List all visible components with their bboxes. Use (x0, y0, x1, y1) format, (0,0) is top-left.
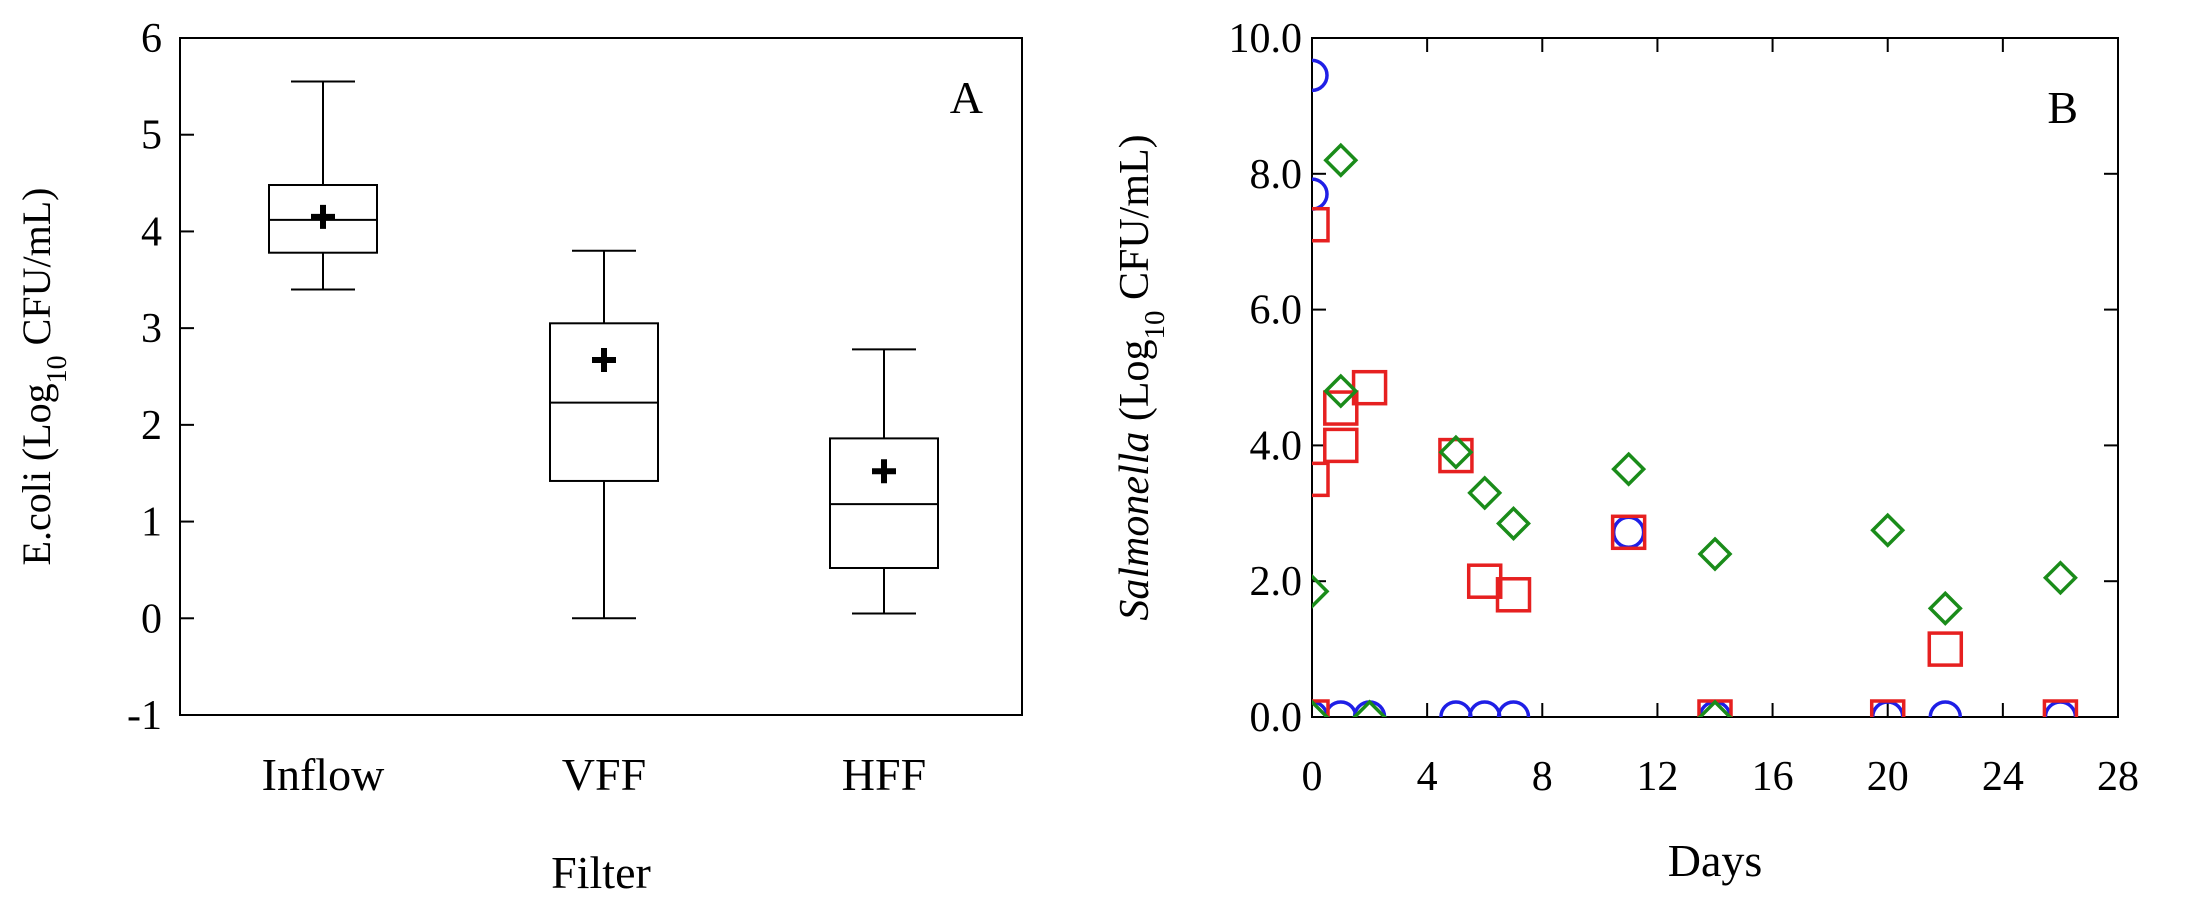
x-tick-label: Inflow (262, 749, 385, 800)
point-circle (1467, 700, 1502, 717)
point-diamond (1467, 475, 1503, 511)
point-square (1927, 631, 1964, 667)
y-tick-label: 4 (141, 209, 162, 255)
x-tick-label: 28 (2097, 754, 2139, 800)
point-square (1312, 206, 1330, 243)
plot-frame (179, 37, 1023, 716)
point-diamond (1697, 536, 1733, 572)
y-tick-label: 4.0 (1250, 423, 1303, 469)
box-hff (829, 348, 939, 615)
y-tick-label: 2.0 (1250, 559, 1303, 605)
y-tick-label: 8.0 (1250, 152, 1303, 198)
x-tick-label: 24 (1982, 754, 2024, 800)
y-axis-label: E.coli (Log10 CFU/mL) (14, 188, 73, 566)
y-tick-label: 2 (141, 403, 162, 449)
x-tick-label: 4 (1417, 754, 1438, 800)
mean-marker (592, 348, 616, 373)
point-diamond (1323, 142, 1359, 178)
panel-b: 10.0 8.0 6.0 4.0 2.0 0.0 0 4 8 12 16 20 24 28 Salmonel… (1112, 16, 2139, 886)
point-diamond (1927, 590, 1963, 626)
point-circle (1496, 700, 1531, 717)
point-diamond (2042, 560, 2078, 596)
point-diamond (1312, 573, 1330, 609)
point-diamond (1323, 373, 1359, 409)
point-square (1323, 390, 1359, 426)
x-tick-label: 12 (1636, 754, 1678, 800)
point-diamond (1352, 699, 1388, 717)
series-circle (1312, 58, 2078, 717)
point-square (2042, 699, 2079, 717)
panel-a: 6 5 4 3 2 1 0 -1 E.coli (Log10 CFU/mL) Filter A Inf… (14, 16, 1023, 898)
mean-marker (872, 459, 896, 484)
point-diamond (1312, 699, 1330, 717)
point-square (1869, 699, 1906, 717)
x-tick-label: VFF (562, 749, 646, 800)
y-axis-label: Salmonella (Log10 CFU/mL) (1112, 134, 1171, 620)
panel-label: B (2047, 82, 2078, 133)
y-tick-label: 6.0 (1250, 288, 1303, 334)
plot-frame (1311, 37, 2119, 718)
data-points (1312, 58, 2079, 717)
y-tick-label: 5 (141, 113, 162, 159)
point-square (1466, 563, 1503, 599)
y-tick-label: 0.0 (1250, 695, 1303, 741)
panel-label: A (950, 72, 983, 123)
box-inflow (268, 80, 378, 291)
y-tick-label: 6 (141, 16, 162, 62)
point-diamond (1870, 512, 1906, 548)
y-tick-label: -1 (127, 693, 162, 739)
y-tick-label: 3 (141, 306, 162, 352)
y-tick-label: 0 (141, 596, 162, 642)
point-square (1312, 461, 1330, 498)
mean-marker (311, 204, 335, 229)
point-diamond (1496, 506, 1531, 541)
box-vff (549, 249, 659, 620)
x-tick-label: HFF (842, 749, 926, 800)
y-tick-label: 10.0 (1229, 16, 1303, 62)
x-tick-label: 0 (1302, 754, 1323, 800)
y-tick-label: 1 (141, 500, 162, 546)
point-square (1610, 514, 1647, 551)
point-square (1323, 427, 1359, 464)
series-diamond (1312, 142, 2078, 717)
x-tick-label: 8 (1532, 754, 1553, 800)
point-square (1495, 577, 1532, 613)
x-axis-label: Filter (551, 847, 651, 898)
point-diamond (1697, 699, 1733, 717)
series-square (1312, 206, 2079, 717)
point-circle (1312, 177, 1329, 211)
point-circle (1611, 515, 1646, 550)
x-tick-label: 16 (1752, 754, 1794, 800)
point-diamond (1438, 434, 1474, 470)
point-diamond (1611, 451, 1647, 487)
point-circle (1312, 58, 1329, 93)
x-axis-label: Days (1668, 835, 1763, 886)
x-tick-label: 20 (1867, 754, 1909, 800)
point-circle (1928, 700, 1963, 717)
point-circle (1324, 700, 1358, 717)
point-circle (1439, 700, 1473, 717)
